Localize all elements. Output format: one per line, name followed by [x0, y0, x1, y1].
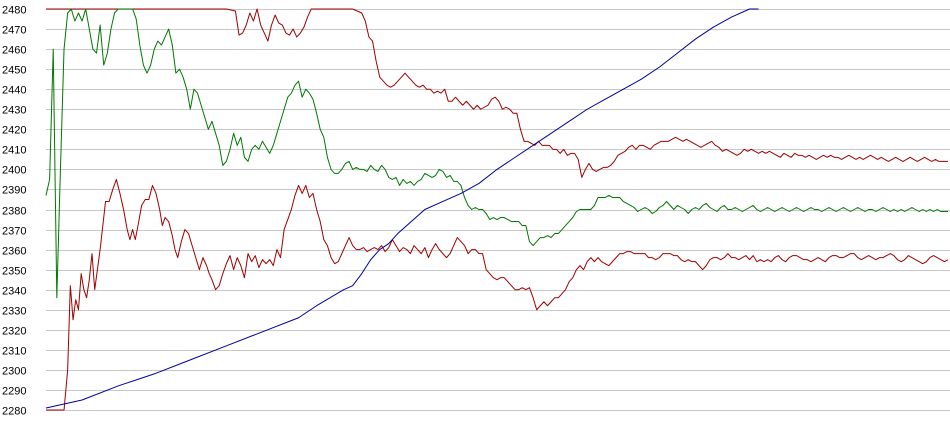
y-tick-label: 2320	[2, 326, 26, 338]
y-tick-label: 2420	[2, 125, 26, 137]
y-tick-label: 2480	[2, 5, 26, 17]
y-tick-label: 2410	[2, 145, 26, 157]
y-tick-label: 2430	[2, 105, 26, 117]
series-line-3	[45, 8, 948, 299]
y-tick-label: 2470	[2, 25, 26, 37]
y-tick-label: 2460	[2, 45, 26, 57]
y-tick-label: 2330	[2, 306, 26, 318]
y-tick-label: 2360	[2, 246, 26, 258]
series-line-2	[46, 8, 948, 178]
y-tick-label: 2370	[2, 226, 26, 238]
series-line-1	[46, 178, 949, 411]
series-lines	[45, 8, 949, 411]
y-tick-label: 2340	[2, 286, 26, 298]
y-tick-label: 2400	[2, 165, 26, 177]
y-axis-ticks: 2280 2290 2300 2310 2320 2330 2340 2350 2360 2370…	[2, 5, 26, 418]
y-tick-label: 2440	[2, 85, 26, 97]
series-line-4	[45, 8, 759, 409]
y-tick-label: 2310	[2, 346, 26, 358]
y-tick-label: 2380	[2, 206, 26, 218]
y-tick-label: 2280	[2, 406, 26, 418]
grid	[46, 9, 950, 411]
y-tick-label: 2390	[2, 185, 26, 197]
y-tick-label: 2350	[2, 266, 26, 278]
y-tick-label: 2300	[2, 366, 26, 378]
y-tick-label: 2290	[2, 386, 26, 398]
y-tick-label: 2450	[2, 65, 26, 77]
